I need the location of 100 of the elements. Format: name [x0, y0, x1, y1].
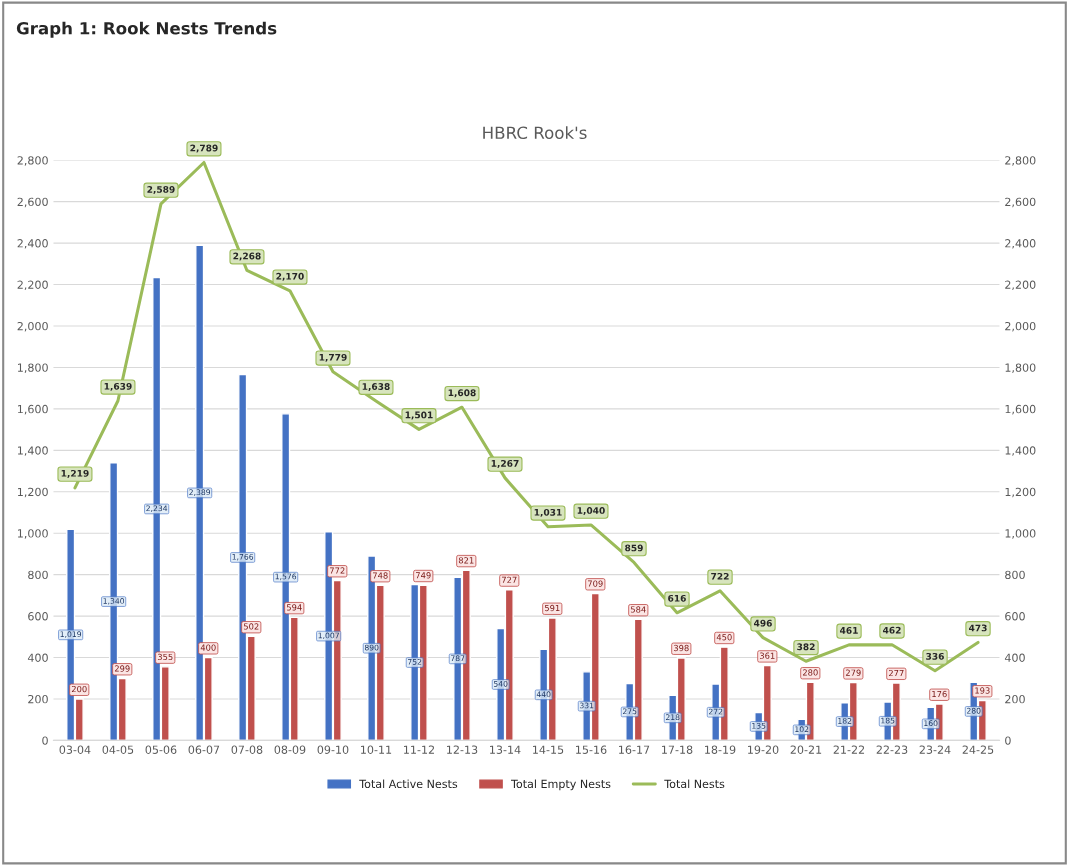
data-label: 2,268: [233, 252, 261, 261]
data-label: 496: [753, 619, 772, 627]
x-tick-label: 07-08: [231, 745, 263, 754]
y2-tick-label: 2,000: [1005, 321, 1036, 332]
data-label: 2,170: [276, 272, 304, 281]
y2-tick-label: 2,600: [1005, 197, 1036, 208]
x-tick-label: 05-06: [145, 745, 177, 754]
y-tick-label: 2,400: [17, 239, 48, 249]
data-label: 748: [373, 572, 388, 579]
x-tick-label: 19-20: [748, 745, 779, 754]
data-label: 1,219: [61, 469, 89, 478]
data-label: 400: [200, 644, 216, 651]
x-tick-label: 13-14: [490, 745, 521, 754]
data-label: 1,501: [405, 411, 433, 420]
y-tick-label: 0: [42, 736, 48, 745]
x-tick-label: 09-10: [317, 745, 349, 754]
data-label: 772: [330, 567, 345, 574]
data-label: 591: [544, 604, 560, 612]
data-label: 2,589: [147, 186, 175, 195]
data-label: 200: [71, 685, 87, 693]
x-tick-label: 16-17: [619, 745, 650, 754]
y-tick-label: 1,600: [18, 404, 48, 415]
y2-tick-label: 600: [1005, 612, 1025, 621]
data-label: 1,040: [577, 507, 605, 515]
y2-tick-label: 200: [1005, 694, 1025, 704]
data-label: 727: [502, 576, 517, 583]
y2-tick-label: 1,600: [1005, 404, 1036, 415]
y2-tick-label: 400: [1004, 653, 1025, 662]
chart-subtitle: HBRC Rook's: [483, 126, 587, 140]
data-label: 461: [839, 627, 858, 634]
data-label: 1,031: [534, 508, 562, 517]
data-label: 355: [157, 653, 173, 661]
data-label: 279: [845, 669, 861, 676]
data-label: 176: [932, 690, 947, 698]
y2-tick-label: 1,200: [1005, 487, 1036, 498]
data-label: 859: [625, 544, 643, 552]
x-tick-label: 21-22: [833, 745, 865, 754]
data-label: 616: [668, 594, 686, 602]
data-label: 709: [588, 580, 603, 587]
y-tick-label: 2,600: [17, 197, 48, 208]
y-tick-label: 200: [28, 694, 48, 704]
legend-label: Total Empty Nests: [511, 779, 611, 791]
data-label: 1,608: [448, 389, 476, 398]
y-tick-label: 800: [28, 570, 48, 580]
y-tick-label: 1,000: [18, 529, 48, 539]
data-label: 361: [759, 652, 775, 659]
y2-tick-label: 800: [1005, 570, 1025, 580]
x-tick-label: 24-25: [962, 745, 994, 754]
y2-tick-label: 2,400: [1005, 239, 1036, 249]
x-tick-label: 15-16: [576, 745, 607, 754]
data-label: 462: [882, 626, 901, 634]
x-tick-label: 20-21: [790, 745, 822, 754]
x-tick-label: 17-18: [662, 745, 693, 754]
data-label: 821: [458, 557, 474, 564]
data-label: 382: [797, 643, 815, 651]
y-tick-label: 1,800: [18, 363, 48, 373]
data-label: 584: [630, 606, 646, 613]
y-tick-label: 2,000: [17, 321, 48, 332]
y-tick-label: 2,800: [17, 156, 48, 166]
data-label: 1,639: [104, 382, 132, 391]
x-tick-label: 11-12: [404, 745, 435, 754]
data-label: 2,789: [190, 144, 218, 153]
data-label: 594: [286, 604, 302, 611]
data-label: 299: [114, 665, 130, 672]
x-tick-label: 03-04: [59, 745, 91, 754]
x-tick-label: 12-13: [447, 745, 478, 754]
x-tick-label: 08-09: [274, 745, 306, 754]
x-tick-label: 18-19: [705, 745, 736, 754]
legend-label: Total Active Nests: [359, 779, 458, 789]
y-tick-label: 1,400: [18, 446, 48, 456]
chart-title: Graph 1: Rook Nests Trends: [16, 21, 277, 38]
data-label: 1,267: [491, 459, 519, 468]
data-label: 473: [969, 624, 987, 632]
x-tick-label: 23-24: [919, 745, 951, 754]
data-label: 1,779: [319, 353, 347, 362]
data-label: 398: [673, 644, 689, 652]
y-tick-label: 400: [27, 653, 48, 662]
data-label: 1,638: [362, 383, 390, 392]
y2-tick-label: 1,800: [1005, 363, 1036, 373]
x-tick-label: 04-05: [102, 745, 134, 754]
data-label: 722: [711, 572, 729, 580]
data-label: 193: [975, 687, 990, 694]
data-label: 450: [716, 634, 732, 641]
y2-tick-label: 2,200: [1005, 280, 1036, 291]
data-label: 277: [888, 669, 904, 677]
data-label: 280: [802, 669, 818, 676]
y-tick-label: 600: [28, 612, 48, 621]
legend-label: Total Nests: [664, 779, 725, 789]
data-label: 502: [243, 623, 259, 630]
y-tick-label: 1,200: [18, 487, 48, 498]
data-label: 336: [926, 652, 944, 660]
x-tick-label: 14-15: [533, 745, 564, 754]
y2-tick-label: 2,800: [1005, 156, 1036, 166]
y2-tick-label: 1,000: [1005, 529, 1036, 539]
y2-tick-label: 1,400: [1005, 446, 1036, 456]
x-tick-label: 06-07: [188, 745, 220, 754]
y-tick-label: 2,200: [17, 280, 48, 291]
y2-tick-label: 0: [1005, 736, 1011, 745]
data-label: 749: [416, 572, 431, 579]
x-tick-label: 22-23: [876, 745, 908, 754]
